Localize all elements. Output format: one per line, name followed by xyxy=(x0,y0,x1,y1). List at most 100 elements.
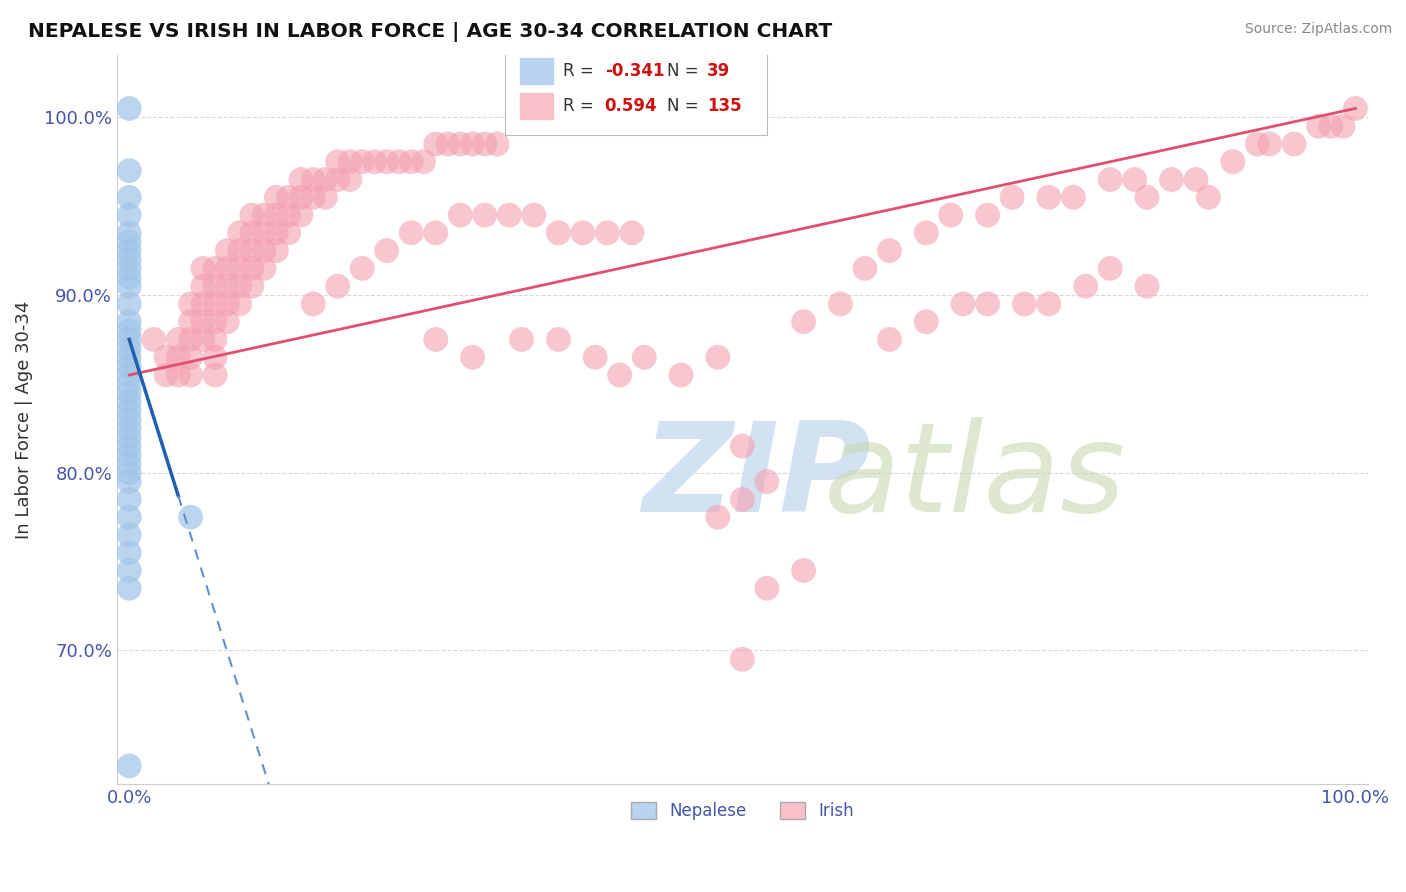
Text: 0.594: 0.594 xyxy=(605,97,658,115)
Point xyxy=(204,261,226,276)
Point xyxy=(228,279,250,293)
Point xyxy=(118,564,141,578)
Point xyxy=(118,244,141,258)
Point xyxy=(486,136,509,151)
Point xyxy=(388,154,411,169)
Point xyxy=(290,208,312,222)
Point xyxy=(118,412,141,426)
Point xyxy=(976,297,998,311)
Point xyxy=(1123,172,1146,186)
Point xyxy=(339,154,361,169)
Point xyxy=(1038,190,1060,204)
Point xyxy=(167,368,190,382)
Point xyxy=(1014,297,1036,311)
Point xyxy=(609,368,631,382)
Point xyxy=(118,546,141,560)
Point xyxy=(118,457,141,471)
Point xyxy=(191,279,214,293)
Point xyxy=(277,208,299,222)
FancyBboxPatch shape xyxy=(520,93,554,120)
Point xyxy=(363,154,385,169)
Point xyxy=(1136,190,1159,204)
Point xyxy=(731,492,754,507)
Point xyxy=(204,333,226,347)
Point xyxy=(217,244,239,258)
Point xyxy=(731,652,754,666)
Point xyxy=(240,261,263,276)
Point xyxy=(118,403,141,417)
Point xyxy=(1099,261,1122,276)
Point xyxy=(474,208,496,222)
Point xyxy=(228,226,250,240)
Text: 135: 135 xyxy=(707,97,742,115)
Point xyxy=(755,475,778,489)
Point xyxy=(879,333,901,347)
Point xyxy=(118,324,141,338)
Text: -0.341: -0.341 xyxy=(605,62,664,80)
Point xyxy=(118,759,141,773)
Point xyxy=(1197,190,1219,204)
FancyBboxPatch shape xyxy=(505,45,768,136)
Point xyxy=(302,297,325,311)
Point xyxy=(326,172,349,186)
Legend: Nepalese, Irish: Nepalese, Irish xyxy=(624,795,860,826)
Y-axis label: In Labor Force | Age 30-34: In Labor Force | Age 30-34 xyxy=(15,301,32,539)
Point xyxy=(1038,297,1060,311)
Point xyxy=(793,315,815,329)
Point xyxy=(277,190,299,204)
Point xyxy=(1185,172,1208,186)
Text: NEPALESE VS IRISH IN LABOR FORCE | AGE 30-34 CORRELATION CHART: NEPALESE VS IRISH IN LABOR FORCE | AGE 3… xyxy=(28,22,832,42)
Point xyxy=(425,333,447,347)
Point xyxy=(253,261,276,276)
Point xyxy=(118,315,141,329)
Point xyxy=(191,261,214,276)
Point xyxy=(204,350,226,364)
Text: 39: 39 xyxy=(707,62,731,80)
Point xyxy=(976,208,998,222)
Point xyxy=(118,492,141,507)
Point xyxy=(352,154,374,169)
Point xyxy=(118,163,141,178)
Point xyxy=(1062,190,1084,204)
Point xyxy=(375,154,398,169)
Point xyxy=(915,315,938,329)
Point xyxy=(217,279,239,293)
Point xyxy=(240,279,263,293)
Point xyxy=(352,261,374,276)
Point xyxy=(217,315,239,329)
Point xyxy=(253,208,276,222)
Point xyxy=(118,510,141,524)
Point xyxy=(118,421,141,435)
Point xyxy=(118,439,141,453)
Point xyxy=(253,244,276,258)
Point xyxy=(314,190,336,204)
Point xyxy=(204,297,226,311)
Point xyxy=(707,510,730,524)
Point xyxy=(1246,136,1268,151)
Point xyxy=(118,342,141,356)
Point xyxy=(266,208,288,222)
Point xyxy=(118,261,141,276)
Point xyxy=(830,297,852,311)
Point xyxy=(425,136,447,151)
Point xyxy=(118,208,141,222)
Point xyxy=(142,333,165,347)
Point xyxy=(167,350,190,364)
Point xyxy=(1001,190,1024,204)
Point xyxy=(879,244,901,258)
Point xyxy=(191,333,214,347)
Point xyxy=(240,226,263,240)
Point xyxy=(180,510,202,524)
Point xyxy=(266,244,288,258)
Point xyxy=(939,208,962,222)
Text: ZIP: ZIP xyxy=(643,417,872,538)
Point xyxy=(180,368,202,382)
Point xyxy=(228,244,250,258)
Point xyxy=(118,350,141,364)
Point xyxy=(401,154,423,169)
Text: Source: ZipAtlas.com: Source: ZipAtlas.com xyxy=(1244,22,1392,37)
Point xyxy=(118,102,141,116)
Point xyxy=(118,226,141,240)
Point xyxy=(118,448,141,462)
Point xyxy=(461,136,484,151)
